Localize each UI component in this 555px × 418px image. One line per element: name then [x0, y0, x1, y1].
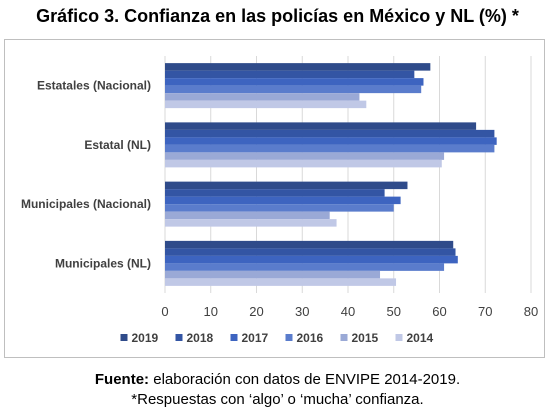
bar	[165, 85, 422, 94]
legend-swatch	[120, 334, 128, 341]
bar	[165, 70, 415, 79]
legend-label: 2018	[187, 331, 214, 345]
x-tick-label: 70	[478, 304, 492, 319]
legend-label: 2014	[407, 331, 434, 345]
legend-label: 2019	[132, 331, 159, 345]
bar	[165, 159, 442, 168]
bar	[165, 129, 495, 138]
legend-label: 2015	[352, 331, 379, 345]
bar	[165, 181, 408, 190]
x-tick-label: 40	[341, 304, 355, 319]
bar	[165, 100, 367, 109]
bar	[165, 255, 458, 264]
bar	[165, 263, 445, 271]
bar	[165, 196, 401, 205]
category-label: Municipales (Nacional)	[21, 197, 151, 211]
category-label: Estatal (NL)	[84, 138, 151, 152]
bar	[165, 219, 337, 227]
legend-swatch	[395, 334, 403, 341]
source-label: Fuente:	[94, 371, 150, 388]
bar	[165, 270, 381, 279]
bar-chart: 0 10 20 30 40 50 60 70 80 Estatales (Nacional) Est…	[21, 56, 538, 345]
bar	[165, 278, 397, 286]
x-tick-label: 0	[161, 304, 168, 319]
x-tick-label: 10	[204, 304, 218, 319]
bar	[165, 63, 431, 71]
x-tick-label: 30	[295, 304, 309, 319]
bar	[165, 144, 495, 153]
legend-label: 2016	[297, 331, 324, 345]
x-tick-label: 60	[432, 304, 446, 319]
bar	[165, 93, 360, 101]
category-label: Municipales (NL)	[55, 256, 151, 270]
bar	[165, 78, 424, 86]
source-line: Fuente: elaboración con datos de ENVIPE …	[0, 371, 555, 388]
x-tick-label: 80	[524, 304, 538, 319]
category-label: Estatales (Nacional)	[37, 79, 151, 93]
footnote: *Respuestas con ‘algo’ o ‘mucha’ confian…	[131, 391, 424, 408]
bar	[165, 204, 394, 212]
legend-swatch	[285, 334, 293, 341]
bar	[165, 240, 454, 249]
bar	[165, 122, 477, 130]
legend-swatch	[340, 334, 348, 341]
legend-swatch	[230, 334, 238, 341]
legend-swatch	[175, 334, 183, 341]
bar	[165, 248, 456, 256]
bar	[165, 152, 445, 160]
source-text: elaboración con datos de ENVIPE 2014-201…	[149, 371, 461, 388]
chart-area: 0 10 20 30 40 50 60 70 80 Estatales (Nacional) Est…	[4, 39, 545, 358]
legend-label: 2017	[242, 331, 269, 345]
bar	[165, 211, 330, 220]
chart-title: Gráfico 3. Confianza en las policías en …	[36, 6, 519, 26]
x-tick-label: 50	[387, 304, 401, 319]
bar	[165, 189, 385, 197]
x-tick-label: 20	[249, 304, 263, 319]
bar	[165, 137, 497, 145]
